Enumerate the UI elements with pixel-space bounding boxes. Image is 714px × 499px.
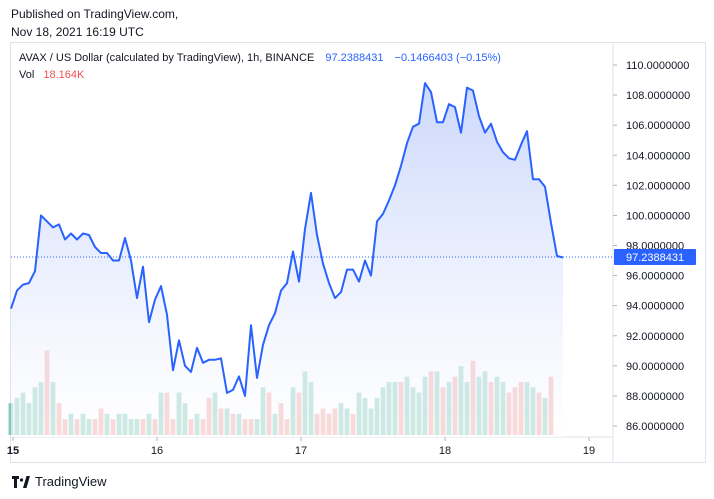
x-tick-label: 17 (295, 445, 307, 457)
y-tick-label: 100.0000000 (626, 210, 690, 222)
price-area-fill (11, 83, 563, 437)
y-tick-label: 106.0000000 (626, 120, 690, 132)
volume-label: Vol (19, 69, 35, 81)
chart-legend: AVAX / US Dollar (calculated by TradingV… (19, 52, 503, 64)
volume-legend: Vol 18.164K (19, 69, 84, 81)
last-price-tag (614, 248, 696, 265)
y-tick-label: 102.0000000 (626, 180, 690, 192)
y-tick-label: 86.0000000 (626, 421, 684, 433)
last-price-label: 97.2388431 (626, 252, 684, 264)
current-price: 97.2388431 (325, 52, 384, 64)
x-tick-label: 18 (439, 445, 451, 457)
tradingview-brand[interactable]: TradingView (12, 474, 107, 489)
price-change: −0.1466403 (−0.15%) (394, 52, 501, 64)
y-tick-label: 92.0000000 (626, 331, 684, 343)
y-tick-label: 94.0000000 (626, 301, 684, 313)
price-line[interactable] (10, 82, 564, 397)
y-tick-label: 88.0000000 (626, 391, 684, 403)
x-tick-label: 19 (583, 445, 595, 457)
y-tick-label: 104.0000000 (626, 150, 690, 162)
published-line-2: Nov 18, 2021 16:19 UTC (11, 25, 144, 39)
y-tick-label: 110.0000000 (626, 60, 689, 72)
tradingview-logo-icon (12, 475, 30, 488)
brand-name: TradingView (35, 474, 107, 489)
symbol-title: AVAX / US Dollar (calculated by TradingV… (19, 52, 315, 64)
y-tick-label: 90.0000000 (626, 361, 684, 373)
x-tick-label: 15 (7, 445, 19, 457)
y-tick-label: 96.0000000 (626, 271, 684, 283)
chart-frame (10, 42, 706, 463)
published-line-1: Published on TradingView.com, (11, 7, 179, 21)
volume-value: 18.164K (43, 69, 85, 81)
y-tick-label: 108.0000000 (626, 90, 690, 102)
x-tick-label: 16 (151, 445, 163, 457)
